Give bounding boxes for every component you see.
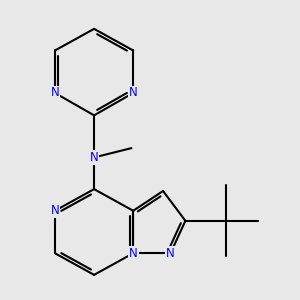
Text: N: N <box>90 151 98 164</box>
Text: N: N <box>129 247 138 260</box>
Text: N: N <box>129 86 138 100</box>
Text: N: N <box>166 247 175 260</box>
Text: N: N <box>51 86 59 100</box>
Text: N: N <box>51 204 59 217</box>
